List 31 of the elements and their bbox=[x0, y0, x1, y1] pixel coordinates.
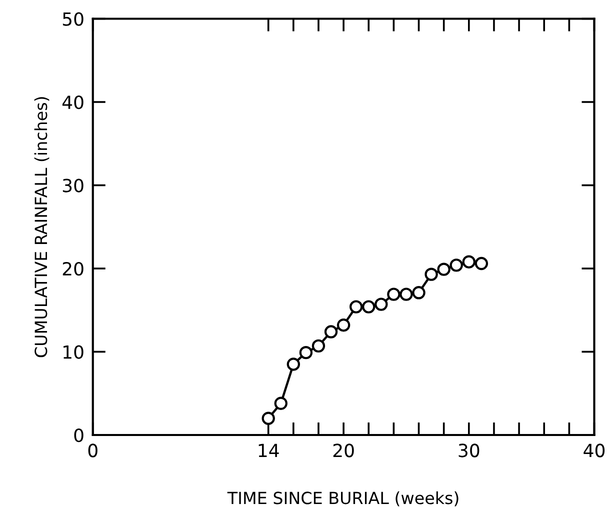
point bbox=[462, 255, 476, 268]
x-tick-label: 40 bbox=[584, 444, 605, 458]
point bbox=[312, 339, 326, 353]
y-axis-title: CUMULATIVE RAINFALL (inches) bbox=[34, 97, 50, 358]
point bbox=[424, 268, 438, 281]
point bbox=[324, 325, 338, 338]
x-axis-title: TIME SINCE BURIAL (weeks) bbox=[227, 491, 458, 506]
point bbox=[474, 256, 488, 270]
point bbox=[349, 300, 363, 314]
point bbox=[262, 412, 275, 425]
y-tick-label: 0 bbox=[74, 428, 84, 442]
point bbox=[387, 288, 400, 301]
point bbox=[286, 358, 300, 371]
y-tick-label: 40 bbox=[62, 95, 84, 110]
point bbox=[274, 396, 288, 410]
x-tick-label: 20 bbox=[333, 444, 354, 458]
point bbox=[400, 288, 413, 301]
point bbox=[362, 300, 376, 314]
point bbox=[437, 262, 450, 276]
point bbox=[450, 258, 463, 272]
x-tick-label: 0 bbox=[88, 444, 98, 458]
y-tick-label: 30 bbox=[62, 178, 84, 192]
x-tick-label: 14 bbox=[258, 444, 279, 458]
y-tick-label: 20 bbox=[62, 262, 84, 276]
x-tick-label: 30 bbox=[458, 444, 480, 458]
y-tick-label: 50 bbox=[62, 12, 84, 26]
point bbox=[374, 298, 388, 311]
point bbox=[299, 346, 313, 360]
point bbox=[336, 318, 350, 332]
y-tick-label: 10 bbox=[64, 345, 84, 359]
point bbox=[412, 286, 426, 300]
